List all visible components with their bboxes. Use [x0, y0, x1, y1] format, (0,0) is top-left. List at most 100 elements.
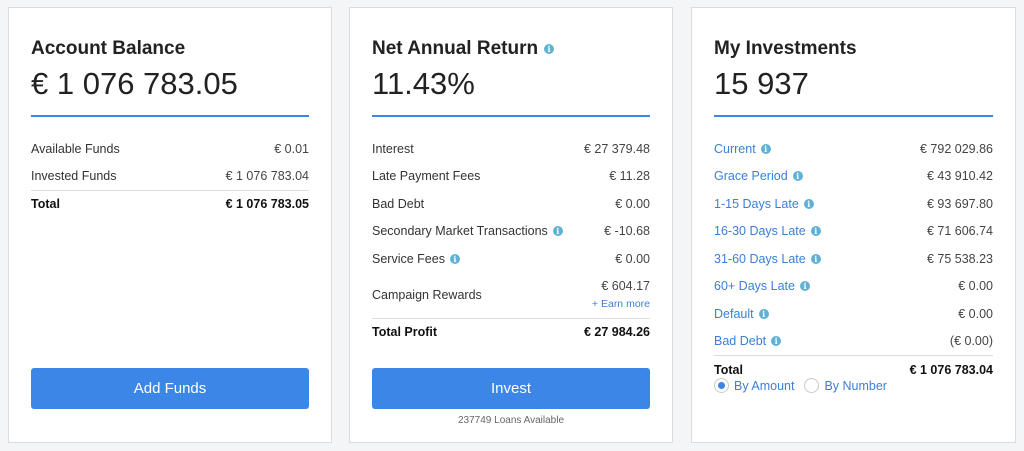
- late-31-60-row: 31-60 Days Late i € 75 538.23: [714, 249, 993, 269]
- row-value: € 0.00: [958, 307, 993, 321]
- row-label: Current: [714, 142, 756, 156]
- late-16-30-row: 16-30 Days Late i € 71 606.74: [714, 221, 993, 241]
- loans-available-text: 237749 Loans Available: [457, 415, 565, 426]
- row-value: (€ 0.00): [949, 334, 993, 348]
- row-value: € 604.17: [601, 279, 650, 293]
- late-60-plus-row: 60+ Days Late i € 0.00: [714, 276, 993, 296]
- account-balance-card: Account Balance € 1 076 783.05 Available…: [8, 7, 332, 443]
- row-value: € 1 076 783.04: [225, 169, 309, 183]
- total-value: € 1 076 783.04: [909, 363, 993, 377]
- net-annual-return-title-text: Net Annual Return: [372, 38, 539, 59]
- radio-label: By Amount: [734, 378, 795, 393]
- accent-divider: [31, 115, 309, 117]
- add-funds-button[interactable]: Add Funds: [31, 368, 309, 409]
- row-label: Late Payment Fees: [372, 169, 481, 183]
- default-row: Default i € 0.00: [714, 304, 993, 324]
- row-label-wrap: Service Fees i: [372, 252, 460, 266]
- row-value: € 0.00: [615, 252, 650, 266]
- secondary-market-row: Secondary Market Transactions i € -10.68: [372, 221, 650, 241]
- account-balance-title-text: Account Balance: [31, 38, 186, 59]
- row-label: Available Funds: [31, 142, 120, 156]
- row-value: € 0.01: [274, 142, 309, 156]
- info-icon[interactable]: i: [771, 336, 782, 346]
- row-value: € 792 029.86: [920, 142, 993, 156]
- service-fees-row: Service Fees i € 0.00: [372, 249, 650, 269]
- row-label: Bad Debt: [714, 334, 767, 348]
- investments-total-row: Total € 1 076 783.04: [714, 360, 993, 380]
- total-profit-row: Total Profit € 27 984.26: [372, 322, 650, 342]
- row-value: € 11.28: [609, 169, 650, 183]
- net-annual-return-title: Net Annual Return i: [372, 38, 555, 60]
- grace-period-link[interactable]: Grace Period i: [714, 169, 803, 183]
- view-toggle: By Amount By Number: [714, 378, 897, 393]
- by-number-radio[interactable]: By Number: [804, 378, 887, 393]
- info-icon[interactable]: i: [758, 309, 769, 319]
- accent-divider: [714, 115, 993, 117]
- row-label: Grace Period: [714, 169, 788, 183]
- row-label: Invested Funds: [31, 169, 117, 183]
- row-label: Interest: [372, 142, 414, 156]
- net-annual-return-card: Net Annual Return i 11.43% Interest € 27…: [349, 7, 673, 443]
- radio-selected-icon: [714, 378, 729, 393]
- info-icon[interactable]: i: [792, 171, 803, 181]
- campaign-rewards-row: Campaign Rewards € 604.17: [372, 279, 650, 305]
- late-1-15-link[interactable]: 1-15 Days Late i: [714, 197, 814, 211]
- invest-button[interactable]: Invest: [372, 368, 650, 409]
- bad-debt-row: Bad Debt i (€ 0.00): [714, 331, 993, 351]
- my-investments-value: 15 937: [714, 66, 809, 101]
- late-60-plus-link[interactable]: 60+ Days Late i: [714, 279, 810, 293]
- row-label: 60+ Days Late: [714, 279, 795, 293]
- row-label: 31-60 Days Late: [714, 252, 806, 266]
- row-label: 16-30 Days Late: [714, 224, 806, 238]
- bad-debt-link[interactable]: Bad Debt i: [714, 334, 782, 348]
- late-16-30-link[interactable]: 16-30 Days Late i: [714, 224, 821, 238]
- info-icon[interactable]: i: [810, 226, 821, 236]
- info-icon[interactable]: i: [760, 144, 771, 154]
- info-icon[interactable]: i: [799, 281, 810, 291]
- row-value: € 43 910.42: [926, 169, 993, 183]
- row-label: 1-15 Days Late: [714, 197, 799, 211]
- row-value: € 93 697.80: [926, 197, 993, 211]
- row-label: Bad Debt: [372, 197, 425, 211]
- total-value: € 1 076 783.05: [225, 197, 309, 211]
- row-value: € 0.00: [958, 279, 993, 293]
- divider: [31, 190, 309, 191]
- info-icon[interactable]: i: [810, 254, 821, 264]
- net-annual-return-value: 11.43%: [372, 66, 475, 101]
- info-icon[interactable]: i: [803, 199, 814, 209]
- total-label: Total Profit: [372, 325, 438, 339]
- radio-label: By Number: [824, 378, 887, 393]
- my-investments-title: My Investments: [714, 38, 857, 60]
- earn-more-link[interactable]: + Earn more: [591, 298, 650, 310]
- late-31-60-link[interactable]: 31-60 Days Late i: [714, 252, 821, 266]
- row-value: € 71 606.74: [926, 224, 993, 238]
- account-balance-title: Account Balance: [31, 38, 185, 60]
- total-label: Total: [714, 363, 743, 377]
- bad-debt-row: Bad Debt € 0.00: [372, 194, 650, 214]
- row-value: € 75 538.23: [926, 252, 993, 266]
- total-value: € 27 984.26: [583, 325, 650, 339]
- my-investments-card: My Investments 15 937 Current i € 792 02…: [691, 7, 1016, 443]
- radio-unselected-icon: [804, 378, 820, 393]
- interest-row: Interest € 27 379.48: [372, 139, 650, 159]
- current-row: Current i € 792 029.86: [714, 139, 993, 159]
- account-balance-value: € 1 076 783.05: [31, 66, 238, 101]
- my-investments-title-text: My Investments: [714, 38, 857, 59]
- divider: [372, 318, 650, 319]
- row-label-wrap: Secondary Market Transactions i: [372, 224, 563, 238]
- invested-funds-row: Invested Funds € 1 076 783.04: [31, 166, 309, 186]
- row-label: Secondary Market Transactions: [372, 224, 548, 238]
- row-value: € -10.68: [604, 224, 650, 238]
- accent-divider: [372, 115, 650, 117]
- by-amount-radio[interactable]: By Amount: [714, 378, 794, 393]
- available-funds-row: Available Funds € 0.01: [31, 139, 309, 159]
- row-label: Campaign Rewards: [372, 288, 482, 302]
- info-icon[interactable]: i: [544, 44, 555, 54]
- info-icon[interactable]: i: [552, 226, 563, 236]
- default-link[interactable]: Default i: [714, 307, 769, 321]
- row-value: € 0.00: [615, 197, 650, 211]
- info-icon[interactable]: i: [449, 254, 460, 264]
- current-link[interactable]: Current i: [714, 142, 771, 156]
- divider: [714, 355, 993, 356]
- late-payment-fees-row: Late Payment Fees € 11.28: [372, 166, 650, 186]
